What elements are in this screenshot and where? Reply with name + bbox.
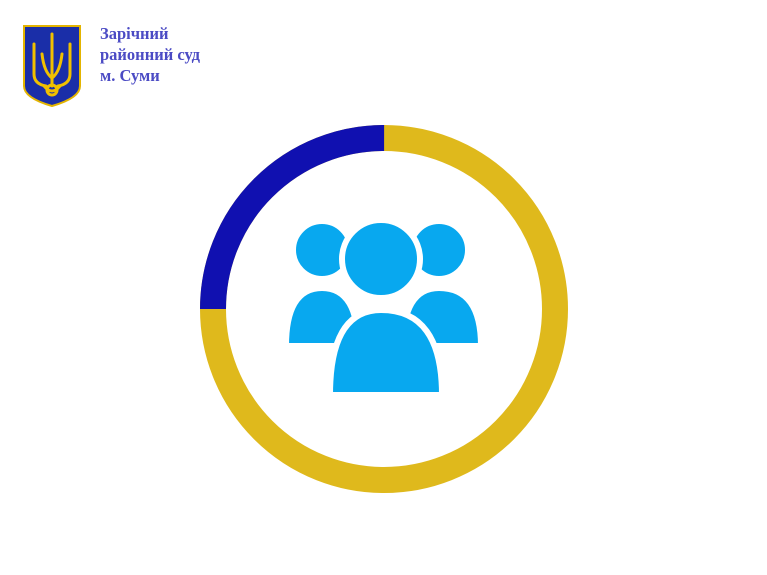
- court-name-line: районний суд: [100, 45, 200, 64]
- court-name: Зарічний районний суд м. Суми: [100, 23, 200, 86]
- court-name-line: Зарічний: [100, 24, 169, 43]
- users-group-icon: [282, 217, 485, 398]
- ukraine-coat-of-arms-icon: [23, 25, 81, 108]
- progress-arc: [200, 125, 568, 493]
- court-name-line: м. Суми: [100, 66, 160, 85]
- court-logo[interactable]: Зарічний районний суд м. Суми: [12, 14, 222, 114]
